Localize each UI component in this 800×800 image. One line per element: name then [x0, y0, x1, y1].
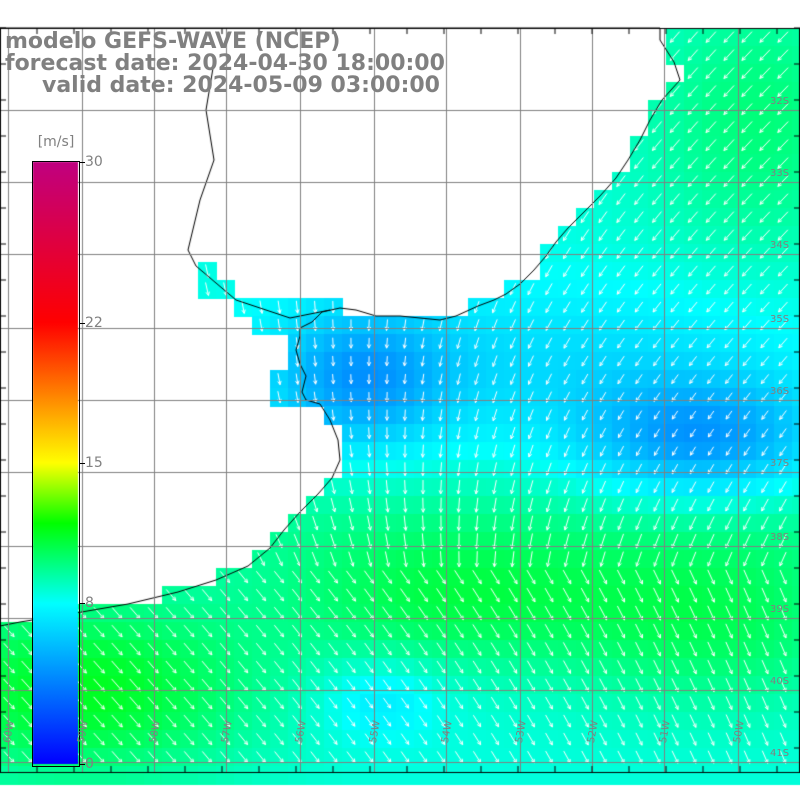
- colorbar-tick-label: 30: [85, 154, 103, 170]
- latitude-label: 40S: [770, 676, 790, 687]
- colorbar-tick-label: 15: [85, 455, 103, 471]
- title-model: modelo GEFS-WAVE (NCEP): [5, 29, 341, 54]
- latitude-label: 36S: [770, 386, 790, 397]
- latitude-label: 37S: [770, 458, 790, 469]
- colorbar-tick-label: 22: [85, 314, 103, 331]
- latitude-label: 39S: [770, 604, 790, 615]
- colorbar-tick-label: 8: [85, 595, 94, 612]
- colorbar-tick-mark: [79, 603, 85, 605]
- latitude-label: 35S: [770, 314, 790, 325]
- colorbar: [32, 161, 80, 767]
- title-valid-date: valid date: 2024-05-09 03:00:00: [42, 73, 440, 98]
- latitude-label: 41S: [770, 748, 790, 759]
- colorbar-units: [m/s]: [37, 134, 75, 150]
- colorbar-tick-mark: [79, 764, 85, 765]
- colorbar-tick-mark: [79, 162, 85, 163]
- latitude-label: 34S: [770, 240, 790, 251]
- colorbar-tick-mark: [79, 322, 85, 324]
- colorbar-tick-label: 0: [85, 756, 94, 772]
- latitude-label: 33S: [770, 168, 790, 179]
- colorbar-tick-mark: [79, 463, 85, 464]
- latitude-label: 38S: [770, 532, 790, 543]
- latitude-label: 32S: [770, 96, 790, 107]
- title-forecast-date: forecast date: 2024-04-30 18:00:00: [5, 51, 445, 76]
